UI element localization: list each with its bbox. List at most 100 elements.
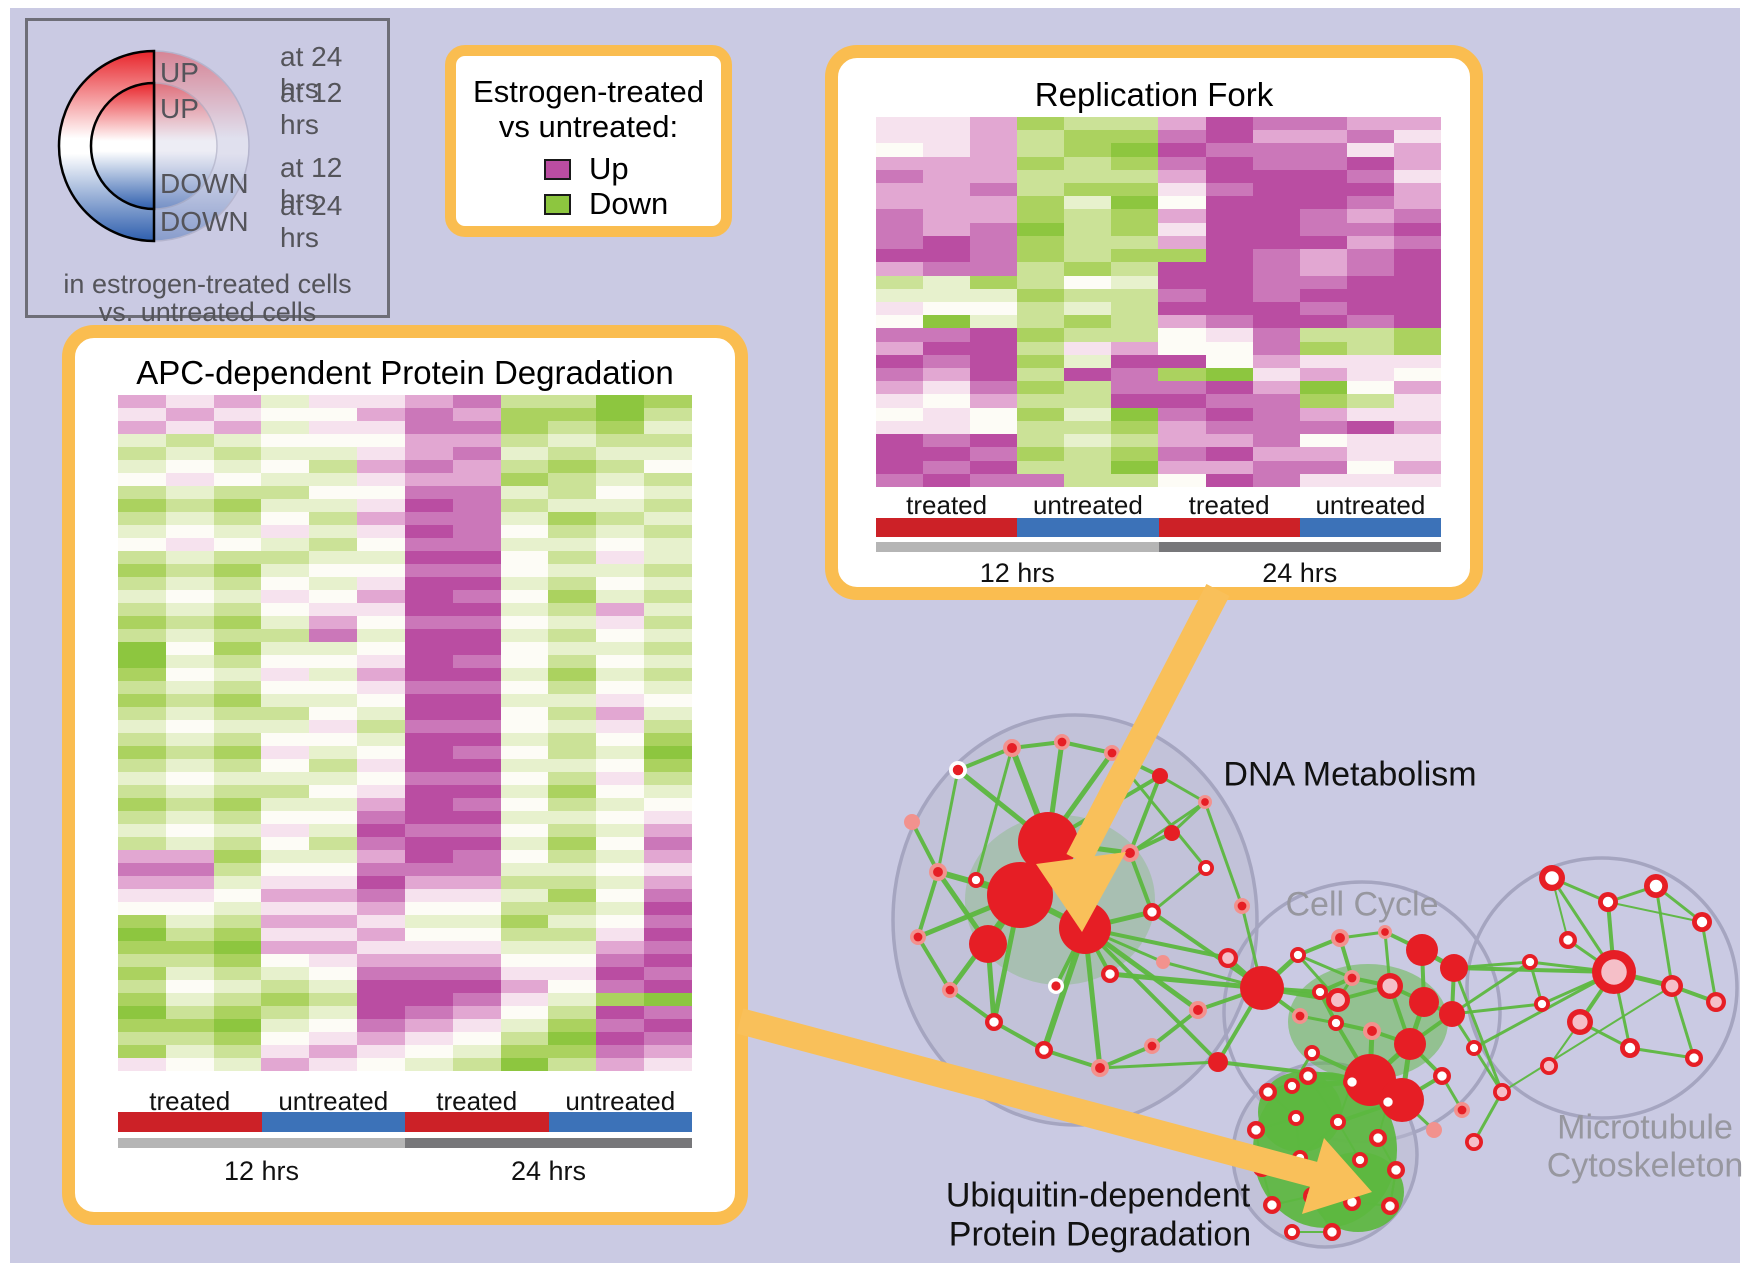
heatmap-cell <box>118 980 166 993</box>
heatmap-cell <box>1064 368 1112 382</box>
network-edge <box>1453 966 1615 974</box>
heatmap-cell <box>165 746 214 759</box>
heatmap-cell <box>309 863 358 876</box>
heatmap-cell <box>404 512 453 525</box>
heatmap-cell <box>1205 328 1253 342</box>
heatmap-cell <box>1017 143 1065 157</box>
heatmap-cell <box>596 876 645 889</box>
heatmap-cell <box>261 746 310 759</box>
replication-fork-panel: Replication Fork treated untreated treat… <box>825 45 1483 600</box>
heatmap-cell <box>923 209 971 223</box>
heatmap-cell <box>452 642 501 655</box>
heatmap-cell <box>165 967 214 980</box>
updown-legend-box: Estrogen-treated vs untreated: Up Down <box>445 45 732 237</box>
rf-time-bars <box>876 542 1441 552</box>
heatmap-cell <box>1252 183 1300 197</box>
heatmap-cell <box>404 863 453 876</box>
heatmap-cell <box>644 460 692 473</box>
network-node-core <box>1039 1045 1049 1055</box>
heatmap-cell <box>452 824 501 837</box>
heatmap-cell <box>1393 183 1441 197</box>
heatmap-cell <box>404 616 453 629</box>
heatmap-cell <box>1064 235 1112 250</box>
heatmap-cell <box>261 889 310 902</box>
heatmap-cell <box>404 421 453 434</box>
heatmap-cell <box>548 902 597 915</box>
heatmap-cell <box>118 772 166 785</box>
heatmap-cell <box>118 967 166 980</box>
heatmap-cell <box>500 928 549 941</box>
heatmap-cell <box>644 1032 692 1045</box>
heatmap-cell <box>923 249 971 263</box>
network-node-core <box>1107 748 1117 758</box>
heatmap-cell <box>165 629 214 642</box>
network-node-core <box>1696 916 1708 928</box>
heatmap-cell <box>1158 447 1206 461</box>
heatmap-cell <box>970 183 1018 197</box>
heatmap-cell <box>118 733 166 746</box>
heatmap-cell <box>644 785 692 798</box>
heatmap-cell <box>548 967 597 980</box>
heatmap-cell <box>876 196 924 210</box>
heatmap-cell <box>165 850 214 863</box>
heatmap-cell <box>261 564 310 577</box>
heatmap-cell <box>644 447 692 460</box>
network-edge <box>910 821 940 873</box>
heatmap-cell <box>452 655 501 668</box>
heatmap-cell <box>1111 169 1159 184</box>
heatmap-cell <box>1205 235 1253 250</box>
heatmap-cell <box>1017 235 1065 250</box>
heatmap-cell <box>500 616 549 629</box>
heatmap-cell <box>1205 460 1253 474</box>
network-edge <box>1299 1121 1339 1159</box>
heatmap-cell <box>1111 130 1159 144</box>
heatmap-cell <box>1158 222 1206 236</box>
heatmap-cell <box>1299 447 1347 461</box>
heatmap-cell <box>1299 460 1347 474</box>
legend-caption-line1: in estrogen-treated cells <box>63 269 352 299</box>
network-node-core <box>1525 957 1535 967</box>
heatmap-cell <box>213 785 262 798</box>
heatmap-cell <box>404 915 453 928</box>
heatmap-cell <box>1111 143 1159 157</box>
heatmap-cell <box>357 941 405 954</box>
heatmap-cell <box>1346 301 1394 316</box>
heatmap-cell <box>261 434 310 447</box>
heatmap-cell <box>1158 368 1206 382</box>
heatmap-cell <box>1299 183 1347 197</box>
heatmap-cell <box>1299 473 1347 487</box>
heatmap-cell <box>165 928 214 941</box>
heatmap-cell <box>165 824 214 837</box>
network-node-core <box>1095 1063 1105 1073</box>
heatmap-cell <box>452 525 501 538</box>
heatmap-cell <box>1252 420 1300 435</box>
heatmap-cell <box>357 564 405 577</box>
heatmap-cell <box>500 642 549 655</box>
heatmap-cell <box>404 876 453 889</box>
heatmap-cell <box>1205 143 1253 157</box>
heatmap-cell <box>644 798 692 811</box>
heatmap-cell <box>500 798 549 811</box>
heatmap-cell <box>404 759 453 772</box>
heatmap-cell <box>644 876 692 889</box>
heatmap-cell <box>500 915 549 928</box>
heatmap-cell <box>165 525 214 538</box>
heatmap-cell <box>404 473 453 486</box>
rf-time-labels: 12 hrs 24 hrs <box>876 558 1441 588</box>
heatmap-cell <box>548 525 597 538</box>
heatmap-cell <box>357 759 405 772</box>
heatmap-cell <box>309 434 358 447</box>
heatmap-cell <box>970 169 1018 184</box>
heatmap-cell <box>213 1006 262 1019</box>
heatmap-cell <box>452 486 501 499</box>
heatmap-cell <box>1346 183 1394 197</box>
heatmap-cell <box>213 1032 262 1045</box>
heatmap-cell <box>1064 196 1112 210</box>
heatmap-cell <box>261 447 310 460</box>
network-node-core <box>1307 1048 1317 1058</box>
heatmap-cell <box>1252 143 1300 157</box>
heatmap-cell <box>357 551 405 564</box>
heatmap-cell <box>1346 249 1394 263</box>
network-node-core <box>1147 907 1157 917</box>
heatmap-cell <box>357 1058 405 1071</box>
